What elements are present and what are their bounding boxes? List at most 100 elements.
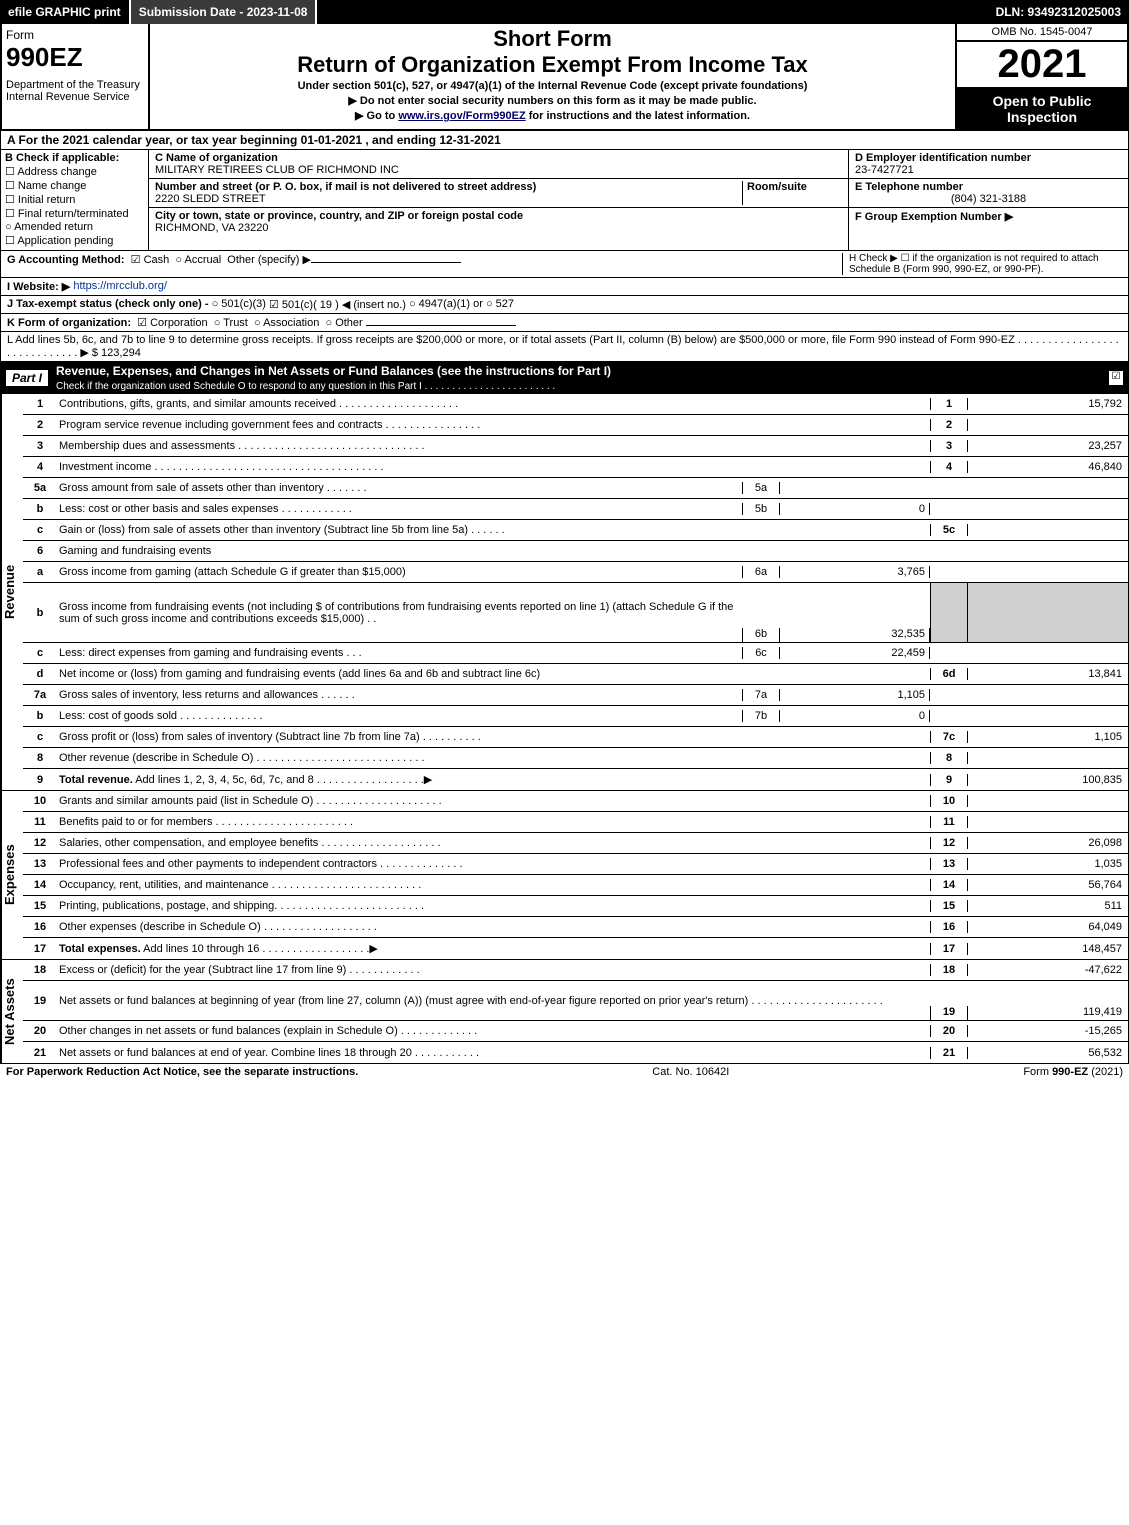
line-rn: 1	[930, 398, 968, 410]
cb-corporation[interactable]: Corporation	[137, 317, 207, 329]
line-num: 3	[23, 440, 57, 452]
form-title: Return of Organization Exempt From Incom…	[158, 52, 947, 78]
website-link[interactable]: https://mrcclub.org/	[73, 280, 167, 293]
line-desc: Gross profit or (loss) from sales of inv…	[57, 731, 930, 743]
g-label: G Accounting Method:	[7, 254, 125, 266]
header-right: OMB No. 1545-0047 2021 Open to Public In…	[957, 24, 1127, 129]
line-mid-v: 3,765	[780, 566, 930, 578]
org-city: RICHMOND, VA 23220	[155, 222, 842, 234]
line-num: 8	[23, 752, 57, 764]
line-value: -47,622	[968, 964, 1128, 976]
cb-name-change[interactable]: Name change	[5, 179, 144, 192]
line-rn: 8	[930, 752, 968, 764]
part-i-tab: Part I	[6, 370, 48, 386]
line-mid-v: 32,535	[780, 628, 930, 642]
line-value: 15,792	[968, 398, 1128, 410]
section-bcde: B Check if applicable: Address change Na…	[0, 150, 1129, 251]
line-value: 46,840	[968, 461, 1128, 473]
note2-post: for instructions and the latest informat…	[526, 110, 750, 122]
part-i-checkbox[interactable]: ☑	[1109, 371, 1123, 385]
c-street-label: Number and street (or P. O. box, if mail…	[155, 181, 742, 193]
line-desc: Occupancy, rent, utilities, and maintena…	[57, 879, 930, 891]
line-desc: Contributions, gifts, grants, and simila…	[57, 398, 930, 410]
line-num: b	[23, 710, 57, 722]
line-desc: Gross amount from sale of assets other t…	[57, 482, 742, 494]
irs-link[interactable]: www.irs.gov/Form990EZ	[398, 110, 525, 122]
line-value: 148,457	[968, 943, 1128, 955]
cb-527[interactable]: 527	[486, 298, 514, 311]
j-label: J Tax-exempt status (check only one) -	[7, 298, 209, 311]
line-rn: 7c	[930, 731, 968, 743]
line-mid-v: 22,459	[780, 647, 930, 659]
c-city-label: City or town, state or province, country…	[155, 210, 842, 222]
line-desc: Net assets or fund balances at beginning…	[57, 995, 930, 1007]
line-num: 5a	[23, 482, 57, 494]
cb-initial-return[interactable]: Initial return	[5, 193, 144, 206]
line-desc: Gaming and fundraising events	[57, 545, 930, 557]
line-num: 18	[23, 964, 57, 976]
line-desc: Gross income from fundraising events (no…	[57, 601, 742, 625]
line-desc: Other expenses (describe in Schedule O) …	[57, 921, 930, 933]
line-rn: 10	[930, 795, 968, 807]
line-value: 64,049	[968, 921, 1128, 933]
line-num: d	[23, 668, 57, 680]
line-desc: Gross sales of inventory, less returns a…	[57, 689, 742, 701]
cb-cash[interactable]: Cash	[131, 254, 170, 266]
cb-4947[interactable]: 4947(a)(1) or	[409, 298, 483, 311]
line-num: a	[23, 566, 57, 578]
footer-left: For Paperwork Reduction Act Notice, see …	[6, 1066, 358, 1078]
line-desc: Other revenue (describe in Schedule O) .…	[57, 752, 930, 764]
line-num: c	[23, 731, 57, 743]
line-desc: Printing, publications, postage, and shi…	[57, 900, 930, 912]
line-num: b	[23, 607, 57, 619]
line-mid-n: 7a	[742, 689, 780, 701]
tax-year: 2021	[957, 42, 1127, 89]
form-number: 990EZ	[6, 42, 144, 73]
line-num: c	[23, 524, 57, 536]
i-label: I Website: ▶	[7, 280, 70, 293]
ein-value: 23-7427721	[855, 164, 914, 176]
line-desc: Benefits paid to or for members . . . . …	[57, 816, 930, 828]
section-ghij: G Accounting Method: Cash Accrual Other …	[0, 251, 1129, 314]
line-desc: Gain or (loss) from sale of assets other…	[57, 524, 930, 536]
open-inspection-label: Open to Public Inspection	[957, 89, 1127, 129]
section-c: C Name of organization MILITARY RETIREES…	[149, 150, 848, 250]
cb-address-change[interactable]: Address change	[5, 165, 144, 178]
cb-trust[interactable]: Trust	[214, 317, 248, 329]
line-num: 12	[23, 837, 57, 849]
cb-final-return[interactable]: Final return/terminated	[5, 207, 144, 220]
row-a-tax-year: A For the 2021 calendar year, or tax yea…	[0, 131, 1129, 150]
line-num: 15	[23, 900, 57, 912]
line-mid-n: 6c	[742, 647, 780, 659]
line-value: 1,105	[968, 731, 1128, 743]
cb-association[interactable]: Association	[254, 317, 319, 329]
line-num: 21	[23, 1047, 57, 1059]
line-num: 13	[23, 858, 57, 870]
line-value: 56,764	[968, 879, 1128, 891]
line-num: 16	[23, 921, 57, 933]
org-street: 2220 SLEDD STREET	[155, 193, 266, 205]
line-desc: Total revenue. Add lines 1, 2, 3, 4, 5c,…	[57, 773, 930, 786]
cb-amended-return[interactable]: Amended return	[5, 221, 144, 233]
line-desc: Total expenses. Add lines 10 through 16 …	[57, 942, 930, 955]
cb-501c3[interactable]: 501(c)(3)	[212, 298, 266, 311]
form-header: Form 990EZ Department of the Treasury In…	[0, 24, 1129, 131]
line-num: c	[23, 647, 57, 659]
e-tel-label: E Telephone number	[855, 181, 963, 193]
line-value: 13,841	[968, 668, 1128, 680]
efile-graphic-print-button[interactable]: efile GRAPHIC print	[0, 0, 131, 24]
line-rn: 21	[930, 1047, 968, 1059]
expenses-tab: Expenses	[1, 791, 23, 959]
cb-other-org[interactable]: Other	[325, 317, 362, 329]
submission-date-button[interactable]: Submission Date - 2023-11-08	[131, 0, 318, 24]
form-identifier: Form 990EZ Department of the Treasury In…	[2, 24, 150, 129]
cb-501c[interactable]: 501(c)( 19 ) ◀ (insert no.)	[269, 298, 406, 311]
line-num: b	[23, 503, 57, 515]
line-rn: 3	[930, 440, 968, 452]
line-num: 10	[23, 795, 57, 807]
cb-accrual[interactable]: Accrual	[175, 254, 221, 266]
cb-application-pending[interactable]: Application pending	[5, 234, 144, 247]
line-desc: Salaries, other compensation, and employ…	[57, 837, 930, 849]
form-note-1: ▶ Do not enter social security numbers o…	[158, 94, 947, 107]
line-desc: Grants and similar amounts paid (list in…	[57, 795, 930, 807]
